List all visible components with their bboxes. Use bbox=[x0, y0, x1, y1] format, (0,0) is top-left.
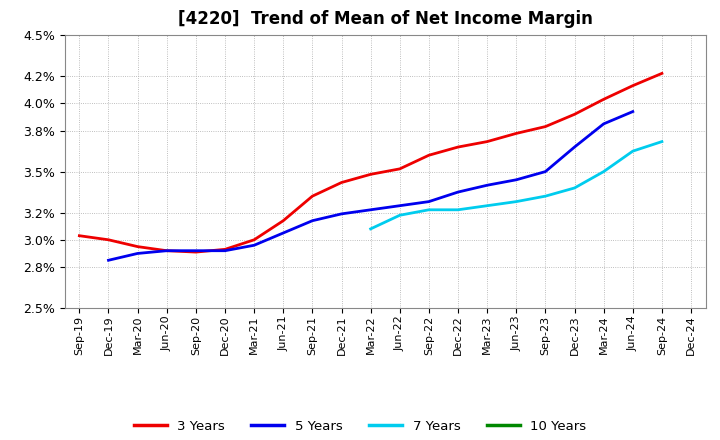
Title: [4220]  Trend of Mean of Net Income Margin: [4220] Trend of Mean of Net Income Margi… bbox=[178, 10, 593, 28]
Legend: 3 Years, 5 Years, 7 Years, 10 Years: 3 Years, 5 Years, 7 Years, 10 Years bbox=[128, 414, 592, 438]
